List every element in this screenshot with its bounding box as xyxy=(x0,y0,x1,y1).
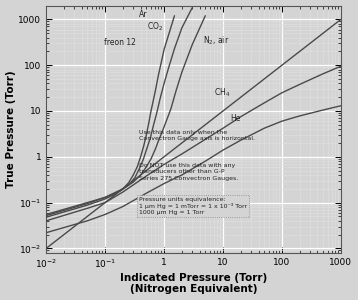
Text: freon 12: freon 12 xyxy=(104,38,136,47)
Text: Do NOT use this data with any
transducers other than G-P
Series 275 Convectron G: Do NOT use this data with any transducer… xyxy=(139,163,238,181)
X-axis label: Indicated Pressure (Torr)
(Nitrogen Equivalent): Indicated Pressure (Torr) (Nitrogen Equi… xyxy=(120,273,267,294)
Y-axis label: True Pressure (Torr): True Pressure (Torr) xyxy=(6,70,15,188)
Text: CH$_4$: CH$_4$ xyxy=(214,86,230,99)
Text: N$_2$, air: N$_2$, air xyxy=(203,35,229,47)
Text: He: He xyxy=(230,114,240,123)
Text: Pressure units equivalence:
1 μm Hg = 1 mTorr = 1 x 10⁻³ Torr
1000 μm Hg = 1 Tor: Pressure units equivalence: 1 μm Hg = 1 … xyxy=(139,196,247,215)
Text: Use this data only when the
Convectron Gauge axis is horizontal.: Use this data only when the Convectron G… xyxy=(139,130,255,141)
Text: Ar: Ar xyxy=(139,11,148,20)
Text: CO$_2$: CO$_2$ xyxy=(147,20,164,33)
